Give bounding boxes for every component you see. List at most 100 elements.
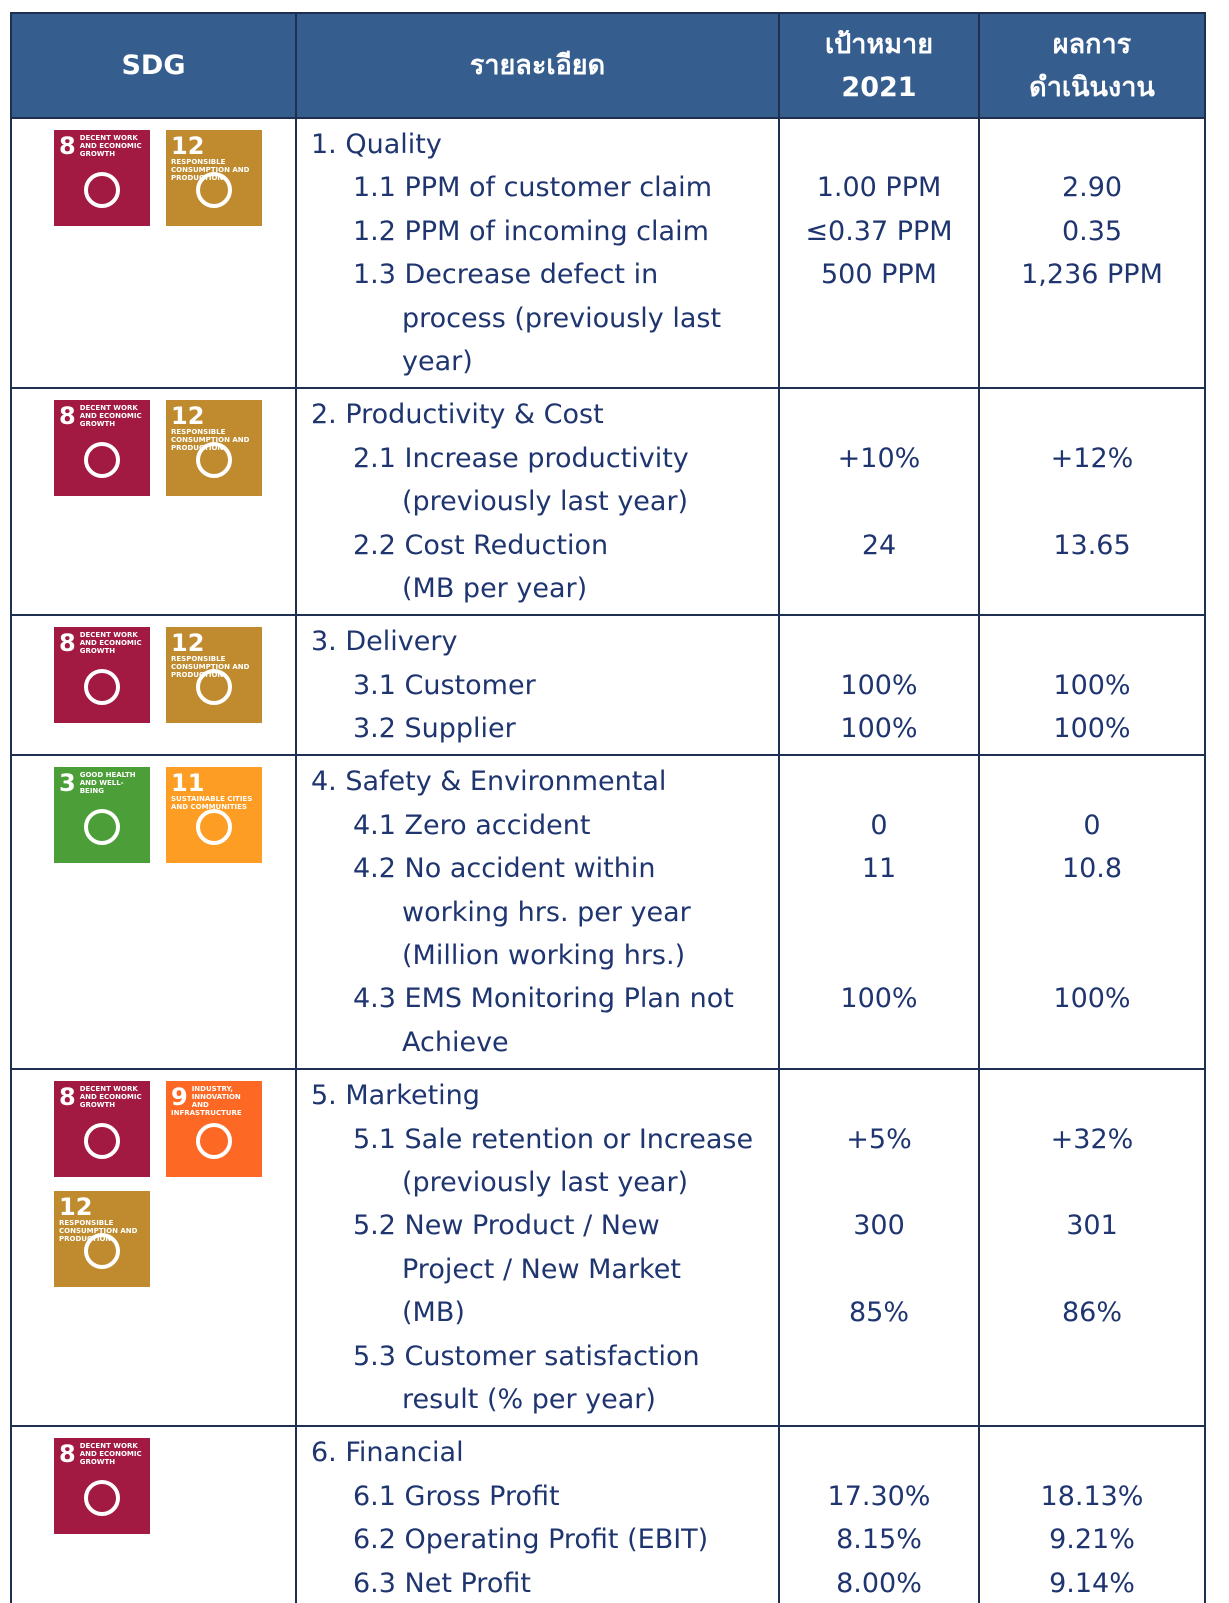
- sdg-glyph: [84, 1123, 120, 1160]
- detail-line: 5.1 Sale retention or Increase: [353, 1123, 754, 1155]
- spacer: [980, 1161, 1204, 1204]
- header-text: รายละเอียด: [469, 50, 606, 81]
- table-row: 8 DECENT WORK AND ECONOMIC GROWTH 6. Finan…: [10, 1425, 1206, 1603]
- sdg-label: SUSTAINABLE CITIES AND COMMUNITIES: [171, 795, 253, 812]
- sdg-cell: 8 DECENT WORK AND ECONOMIC GROWTH: [10, 1425, 297, 1603]
- sdg-glyph: [196, 1123, 232, 1160]
- target-cell: 0 11 100%: [778, 754, 980, 1071]
- spacer: [780, 297, 978, 340]
- result-value: 1,236 PPM: [1021, 259, 1163, 291]
- target-value: +10%: [837, 442, 921, 474]
- result-value: 100%: [1053, 983, 1131, 1015]
- table-row: 8 DECENT WORK AND ECONOMIC GROWTH 12 RESPON…: [10, 116, 1206, 390]
- target-value: 300: [853, 1210, 905, 1242]
- result-cell: 2.90 0.35 1,236 PPM: [978, 116, 1206, 390]
- spacer: [780, 1161, 978, 1204]
- sdg-icons: 8 DECENT WORK AND ECONOMIC GROWTH: [12, 1427, 274, 1535]
- spacer: [780, 567, 978, 610]
- sdg-icon: 12 RESPONSIBLE CONSUMPTION AND PRODUCTION: [166, 400, 262, 497]
- sdg-icons: 8 DECENT WORK AND ECONOMIC GROWTH 12 RESPON…: [12, 616, 274, 724]
- detail-line: result (% per year): [402, 1383, 656, 1415]
- sdg-label: DECENT WORK AND ECONOMIC GROWTH: [79, 631, 142, 656]
- sdg-icon: 8 DECENT WORK AND ECONOMIC GROWTH: [54, 627, 150, 724]
- header-cell: ผลการ ดำเนินงาน: [978, 12, 1206, 119]
- spacer: [780, 1378, 978, 1421]
- spacer: [780, 1335, 978, 1378]
- detail-line: Project / New Market: [402, 1253, 681, 1285]
- sdg-number: 12: [59, 1193, 93, 1222]
- result-cell: +12% 13.65: [978, 387, 1206, 617]
- sdg-cell: 8 DECENT WORK AND ECONOMIC GROWTH 12 RESPON…: [10, 614, 297, 757]
- spacer: [980, 1431, 1204, 1474]
- sdg-cell: 8 DECENT WORK AND ECONOMIC GROWTH 12 RESPON…: [10, 116, 297, 390]
- sdg-label: DECENT WORK AND ECONOMIC GROWTH: [79, 404, 142, 429]
- target-cell: 17.30% 8.15% 8.00%: [778, 1425, 980, 1603]
- sdg-number: 3: [59, 769, 76, 798]
- sdg-number: 12: [171, 132, 205, 160]
- result-value: 18.13%: [1040, 1480, 1144, 1512]
- spacer: [780, 1021, 978, 1064]
- spacer: [980, 760, 1204, 803]
- detail-cell: 6. Financial 6.1 Gross Profit 6.2 Operatin…: [295, 1425, 780, 1603]
- detail-line: 4.1 Zero accident: [353, 809, 591, 841]
- sdg-number: 9: [171, 1083, 188, 1112]
- spacer: [980, 1378, 1204, 1421]
- sdg-glyph: [84, 1233, 120, 1270]
- result-value: 86%: [1061, 1297, 1122, 1329]
- sdg-icon: 9 INDUSTRY, INNOVATION AND INFRASTRUCTURE: [166, 1081, 262, 1178]
- spacer: [980, 934, 1204, 977]
- detail-line: (Million working hrs.): [402, 940, 686, 972]
- detail-line: working hrs. per year: [402, 896, 691, 928]
- target-value: 24: [861, 529, 897, 561]
- spacer: [980, 1248, 1204, 1291]
- detail-line: (previously last year): [402, 486, 689, 518]
- result-cell: 18.13% 9.21% 9.14%: [978, 1425, 1206, 1603]
- detail-cell: 2. Productivity & Cost 2.1 Increase produ…: [295, 387, 780, 617]
- detail-cell: 1. Quality 1.1 PPM of customer claim 1.2 P…: [295, 116, 780, 390]
- detail-line: 1.2 PPM of incoming claim: [353, 215, 709, 247]
- spacer: [980, 297, 1204, 340]
- sdg-number: 12: [171, 629, 205, 658]
- target-value: 85%: [848, 1297, 909, 1329]
- result-value: +12%: [1050, 442, 1134, 474]
- detail-line: 3.2 Supplier: [353, 713, 516, 745]
- table-row: 8 DECENT WORK AND ECONOMIC GROWTH 9 INDUSTR…: [10, 1068, 1206, 1428]
- sdg-icon: 11 SUSTAINABLE CITIES AND COMMUNITIES: [166, 767, 262, 864]
- spacer: [980, 1074, 1204, 1117]
- sdg-label: RESPONSIBLE CONSUMPTION AND PRODUCTION: [171, 158, 250, 182]
- detail-line: 6. Financial: [311, 1437, 464, 1469]
- detail-line: 2.1 Increase productivity: [353, 442, 689, 474]
- result-cell: 100% 100%: [978, 614, 1206, 757]
- detail-cell: 3. Delivery 3.1 Customer 3.2 Supplier: [295, 614, 780, 757]
- sdg-number: 8: [59, 629, 76, 658]
- header-text: 2021: [841, 71, 917, 103]
- sdg-cell: 3 GOOD HEALTH AND WELL-BEING 11 SUSTAINABLE…: [10, 754, 297, 1071]
- sdg-glyph: [196, 809, 232, 846]
- target-value: 0: [870, 809, 888, 841]
- sdg-icon: 3 GOOD HEALTH AND WELL-BEING: [54, 767, 150, 864]
- sdg-glyph: [84, 1480, 120, 1517]
- spacer: [780, 620, 978, 663]
- sdg-number: 8: [59, 402, 76, 431]
- sdg-label: INDUSTRY, INNOVATION AND INFRASTRUCTURE: [171, 1085, 242, 1118]
- sdg-number: 12: [171, 402, 205, 431]
- result-value: 100%: [1053, 669, 1131, 701]
- detail-line: 5.2 New Product / New: [353, 1210, 660, 1242]
- detail-line: 3. Delivery: [311, 626, 458, 658]
- detail-line: 2. Productivity & Cost: [311, 399, 604, 431]
- sdg-number: 8: [59, 1083, 76, 1112]
- header-cell: รายละเอียด: [295, 12, 780, 119]
- table-body: 8 DECENT WORK AND ECONOMIC GROWTH 12 RESPON…: [10, 116, 1206, 1603]
- spacer: [780, 760, 978, 803]
- sdg-glyph: [196, 442, 232, 479]
- header-cell: SDG: [10, 12, 297, 119]
- sdg-label: RESPONSIBLE CONSUMPTION AND PRODUCTION: [59, 1219, 138, 1244]
- header-text: ผลการ: [1052, 28, 1132, 60]
- sdg-number: 11: [171, 769, 205, 798]
- target-value: 100%: [840, 713, 918, 745]
- table-row: 8 DECENT WORK AND ECONOMIC GROWTH 12 RESPON…: [10, 614, 1206, 757]
- sdg-icons: 3 GOOD HEALTH AND WELL-BEING 11 SUSTAINABLE…: [12, 756, 274, 864]
- kpi-table: SDG รายละเอียด เป้าหมาย 2021 ผลการ ดำเนินงาน …: [10, 12, 1206, 1603]
- sdg-glyph: [84, 809, 120, 846]
- sdg-icons: 8 DECENT WORK AND ECONOMIC GROWTH 9 INDUSTR…: [12, 1070, 274, 1288]
